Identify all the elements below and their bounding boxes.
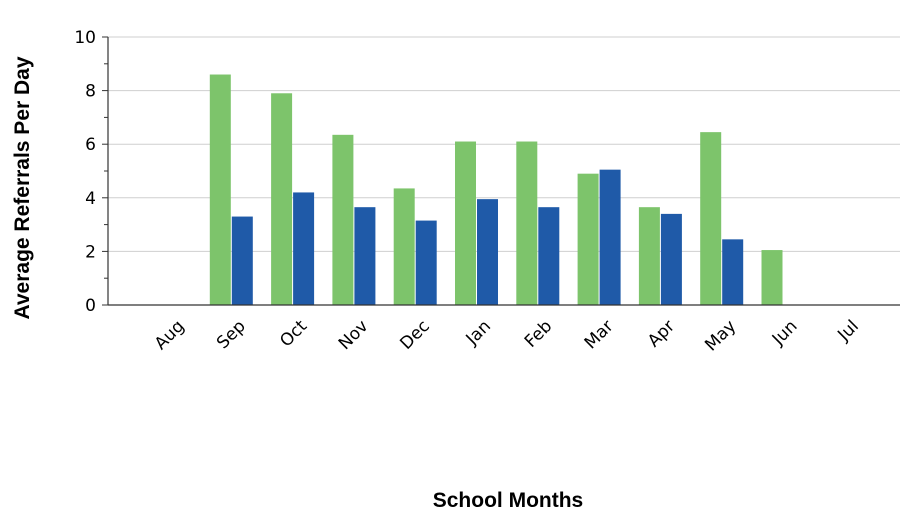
x-tick-label: Jan: [462, 316, 495, 349]
x-tick-label: Jul: [833, 316, 862, 345]
y-tick-label: 2: [85, 242, 96, 262]
x-tick-label: May: [701, 316, 740, 355]
x-axis-title: School Months: [433, 489, 584, 512]
bars: [209, 74, 783, 306]
x-tick-label: Apr: [644, 316, 679, 351]
y-tick-label: 6: [85, 135, 96, 155]
bar-may-series-1: [700, 132, 722, 305]
y-tick-labels: 0 2 4 6 8 10: [74, 28, 96, 316]
bar-dec-series-2: [415, 220, 437, 305]
x-tick-label: Dec: [396, 316, 433, 353]
bar-dec-series-1: [393, 188, 415, 305]
bar-sep-series-2: [231, 216, 253, 305]
x-tick-labels: Aug Sep Oct Nov Dec Jan Feb Mar Apr May Jun Jul: [151, 316, 863, 355]
axes: [102, 36, 900, 306]
x-tick-label: Oct: [276, 316, 311, 351]
y-axis-title: Average Referrals Per Day: [11, 56, 34, 319]
bar-jan-series-1: [455, 141, 476, 305]
bar-mar-series-2: [599, 169, 621, 305]
bar-mar-series-1: [577, 173, 599, 305]
bar-nov-series-2: [354, 207, 376, 305]
x-tick-label: Aug: [151, 316, 189, 354]
bar-feb-series-2: [538, 207, 560, 305]
bar-apr-series-2: [660, 213, 682, 305]
x-tick-label: Jun: [768, 316, 802, 350]
y-tick-label: 10: [74, 28, 96, 48]
y-tick-label: 8: [85, 82, 96, 102]
bar-may-series-2: [722, 239, 744, 305]
x-tick-label: Feb: [521, 316, 556, 351]
y-tick-label: 4: [85, 189, 96, 209]
bar-jan-series-2: [477, 199, 498, 305]
bar-oct-series-1: [271, 93, 293, 305]
x-tick-label: Sep: [213, 316, 250, 353]
y-tick-label: 0: [85, 296, 96, 316]
bar-oct-series-2: [293, 192, 315, 305]
bar-feb-series-1: [516, 141, 538, 305]
x-tick-label: Mar: [581, 316, 618, 353]
x-tick-label: Nov: [335, 316, 373, 354]
bar-jun-series-1: [761, 250, 783, 305]
bar-nov-series-1: [332, 134, 354, 305]
bar-apr-series-1: [638, 207, 660, 305]
bar-sep-series-1: [209, 74, 231, 306]
